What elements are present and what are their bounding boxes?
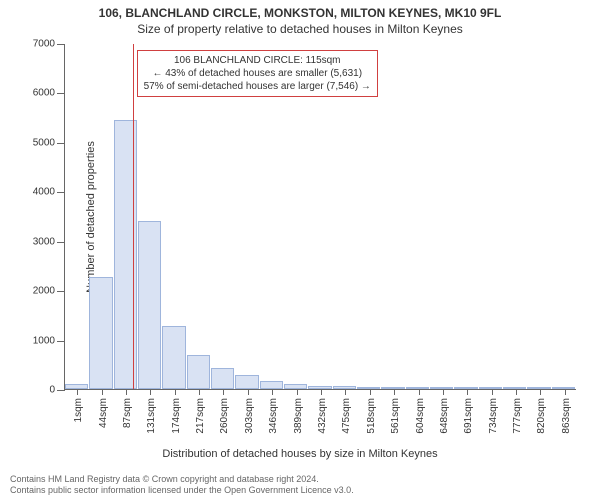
histogram-bar (162, 326, 185, 389)
annotation-line: ← 43% of detached houses are smaller (5,… (144, 67, 371, 80)
histogram-bar (211, 368, 234, 389)
histogram-bar (406, 387, 429, 389)
histogram-bar (260, 381, 283, 389)
x-tick-label: 1sqm (73, 398, 84, 422)
histogram-bar (454, 387, 477, 389)
y-tick-label: 5000 (33, 137, 65, 148)
annotation-line: 57% of semi-detached houses are larger (… (144, 80, 371, 93)
x-axis-label: Distribution of detached houses by size … (0, 448, 600, 460)
x-tick-label: 44sqm (98, 398, 109, 428)
y-tick-label: 2000 (33, 286, 65, 297)
x-tick-label: 863sqm (561, 398, 572, 434)
x-tick-label: 432sqm (317, 398, 328, 434)
y-tick-label: 7000 (33, 39, 65, 50)
histogram-bar (381, 387, 404, 389)
x-tick-label: 389sqm (293, 398, 304, 434)
x-tick-label: 87sqm (122, 398, 133, 428)
copyright-footer: Contains HM Land Registry data © Crown c… (0, 474, 600, 496)
chart-plot-area: Number of detached properties 106 BLANCH… (64, 44, 576, 390)
y-tick-label: 4000 (33, 187, 65, 198)
histogram-bar (89, 277, 112, 389)
chart-subtitle: Size of property relative to detached ho… (0, 22, 600, 36)
histogram-bar (357, 387, 380, 389)
histogram-bar (333, 386, 356, 389)
histogram-bar (479, 387, 502, 389)
histogram-bar (235, 375, 258, 389)
y-tick-label: 1000 (33, 335, 65, 346)
annotation-line: 106 BLANCHLAND CIRCLE: 115sqm (144, 54, 371, 67)
histogram-bar (187, 355, 210, 389)
histogram-bar (430, 387, 453, 389)
histogram-bar (308, 386, 331, 389)
footer-line-2: Contains public sector information licen… (10, 485, 590, 496)
histogram-bar (503, 387, 526, 389)
x-tick-label: 734sqm (488, 398, 499, 434)
histogram-bar (284, 384, 307, 389)
x-tick-label: 131sqm (146, 398, 157, 434)
x-tick-label: 518sqm (366, 398, 377, 434)
x-tick-label: 604sqm (415, 398, 426, 434)
x-tick-label: 820sqm (536, 398, 547, 434)
x-tick-label: 217sqm (195, 398, 206, 434)
x-tick-label: 561sqm (390, 398, 401, 434)
histogram-bar (527, 387, 550, 389)
x-tick-label: 303sqm (244, 398, 255, 434)
chart-title-block: 106, BLANCHLAND CIRCLE, MONKSTON, MILTON… (0, 0, 600, 36)
footer-line-1: Contains HM Land Registry data © Crown c… (10, 474, 590, 485)
annotation-box: 106 BLANCHLAND CIRCLE: 115sqm← 43% of de… (137, 50, 378, 97)
x-tick-label: 691sqm (463, 398, 474, 434)
y-tick-label: 3000 (33, 236, 65, 247)
x-tick-label: 475sqm (341, 398, 352, 434)
x-tick-label: 260sqm (219, 398, 230, 434)
chart-supertitle: 106, BLANCHLAND CIRCLE, MONKSTON, MILTON… (0, 6, 600, 20)
x-tick-label: 346sqm (268, 398, 279, 434)
y-tick-label: 0 (49, 385, 65, 396)
histogram-bar (552, 387, 575, 389)
y-tick-label: 6000 (33, 88, 65, 99)
reference-line (133, 44, 134, 389)
x-tick-label: 777sqm (512, 398, 523, 434)
histogram-bar (138, 221, 161, 389)
x-tick-label: 648sqm (439, 398, 450, 434)
x-tick-label: 174sqm (171, 398, 182, 434)
